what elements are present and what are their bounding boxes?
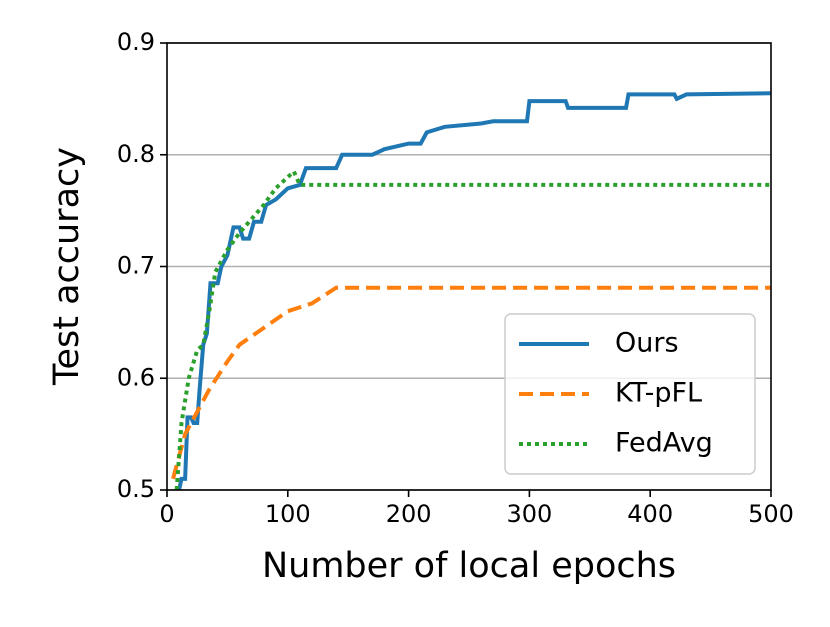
- x-tick-label: 400: [627, 500, 673, 528]
- x-tick-label: 500: [748, 500, 794, 528]
- legend-label: FedAvg: [615, 428, 713, 459]
- y-tick-label: 0.9: [117, 28, 155, 56]
- legend-label: KT-pFL: [615, 378, 702, 409]
- legend-box: [504, 313, 756, 475]
- line-series: [171, 285, 771, 480]
- y-tick-label: 0.6: [117, 363, 155, 391]
- y-axis-label: Test accuracy: [47, 147, 87, 386]
- y-tick-label: 0.5: [117, 475, 155, 503]
- y-tick-label: 0.8: [117, 140, 155, 168]
- line-series: [177, 91, 771, 490]
- x-tick-label: 100: [265, 500, 311, 528]
- y-tick-label: 0.7: [117, 252, 155, 280]
- x-tick-label: 0: [159, 500, 174, 528]
- x-tick-label: 300: [506, 500, 552, 528]
- plot-frame: [166, 42, 772, 491]
- line-series: [174, 168, 771, 490]
- x-axis-label: Number of local epochs: [262, 546, 676, 586]
- x-tick-label: 200: [386, 500, 432, 528]
- legend-label: Ours: [615, 328, 679, 359]
